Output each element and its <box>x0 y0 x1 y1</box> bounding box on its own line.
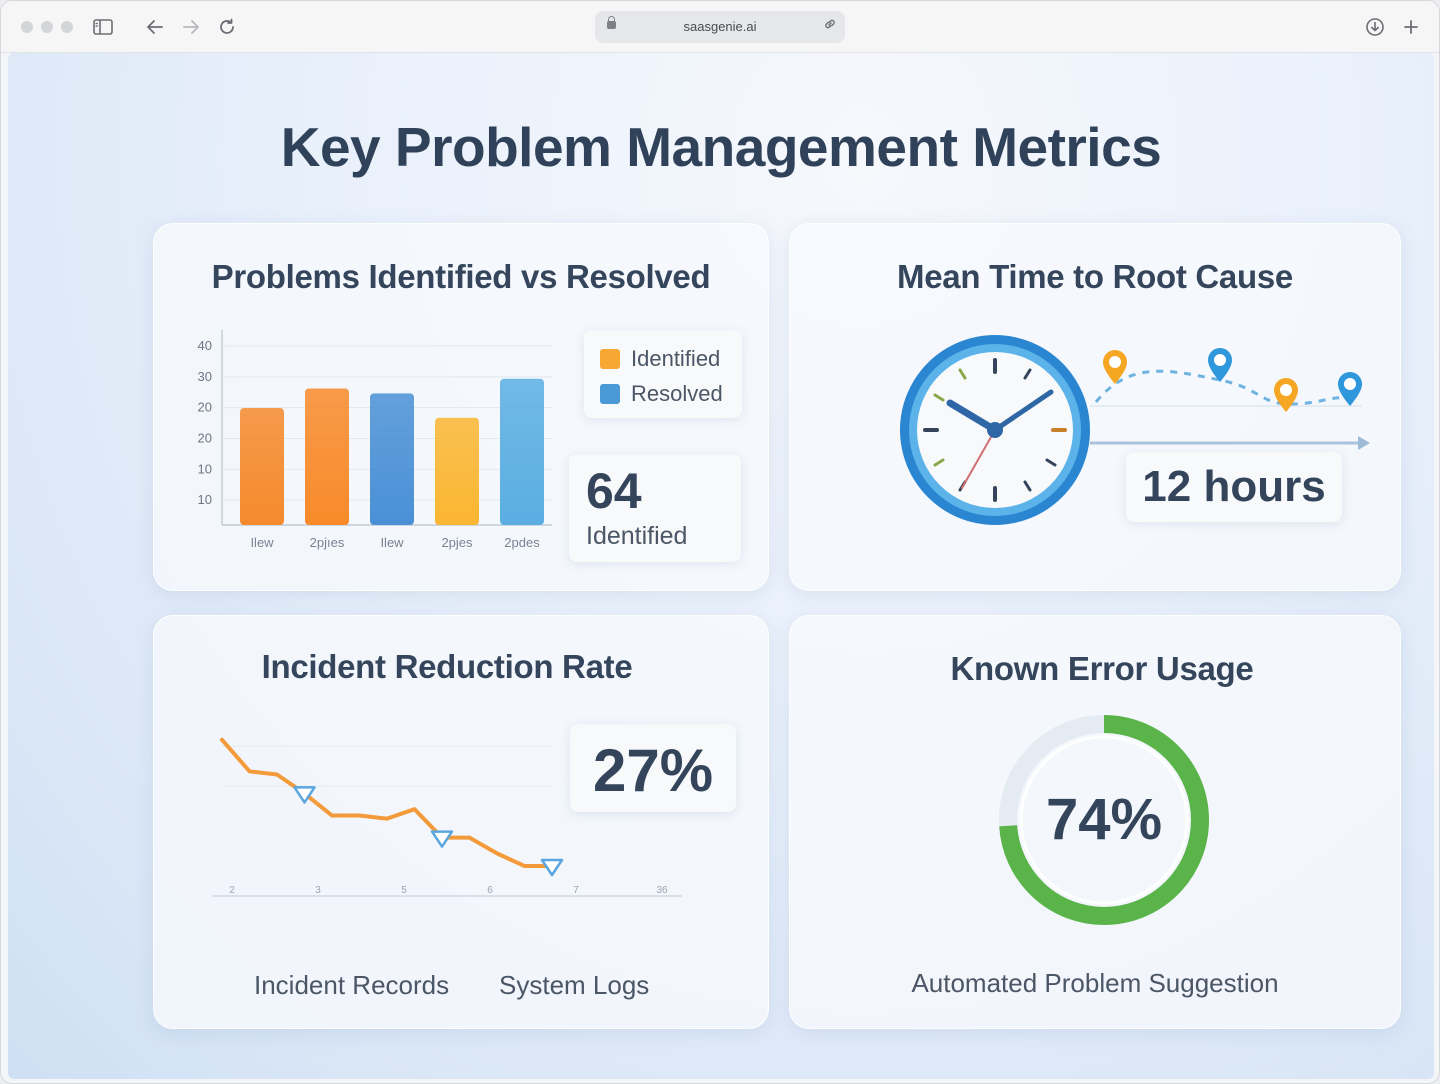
line-chart: 2 3 5 6 7 36 <box>212 737 682 897</box>
y-tick-label: 10 <box>198 461 212 476</box>
card-incident-reduction: Incident Reduction Rate 2 3 5 6 7 36 27% Inci… <box>153 615 769 1029</box>
donut-progress-arc <box>999 715 1209 925</box>
url-text[interactable]: saasgenie.ai <box>683 19 757 34</box>
legend-item-identified: Identified <box>600 346 720 372</box>
x-tick-label: 2 <box>229 885 235 896</box>
y-tick-label: 40 <box>198 338 212 353</box>
pin-icon <box>1274 378 1298 412</box>
card-title-known-error: Known Error Usage <box>950 650 1254 687</box>
x-tick-label: 3 <box>315 885 321 896</box>
window-close-dot[interactable] <box>21 21 33 33</box>
new-tab-icon[interactable] <box>1399 15 1423 39</box>
identified-stat-value: 64 <box>586 463 642 519</box>
card-known-error-usage: Known Error Usage 74% Automated Problem … <box>789 615 1401 1029</box>
x-tick-label: Ilew <box>250 535 274 550</box>
timeline-dashed-path <box>1094 369 1349 406</box>
identified-stat-box: 64 Identified <box>569 454 741 562</box>
card-mean-time-root-cause: Mean Time to Root Cause <box>789 223 1401 591</box>
reduction-value-box: 27% <box>570 724 736 812</box>
bar <box>240 408 284 525</box>
reduction-value: 27% <box>592 737 714 804</box>
x-tick-label: 5 <box>401 885 407 896</box>
page-title: Key Problem Management Metrics <box>280 116 1162 178</box>
x-tick-label: 36 <box>656 885 668 896</box>
triangle-marker <box>430 830 454 848</box>
bar-chart: 40 30 20 20 10 10 Ilew 2pjıes Ilew 2pjes 2pdes <box>198 330 552 550</box>
legend-item-resolved: Resolved <box>600 381 723 407</box>
browser-toolbar: saasgenie.ai <box>1 1 1439 53</box>
y-tick-label: 20 <box>198 431 212 446</box>
card-identified-vs-resolved: Problems Identified vs Resolved 40 30 20 20… <box>153 223 769 591</box>
mttrc-value: 12 hours <box>1142 462 1326 511</box>
triangle-marker <box>540 858 564 877</box>
known-error-donut <box>999 715 1209 925</box>
mttrc-value-box: 12 hours <box>1126 452 1342 522</box>
y-tick-label: 30 <box>198 369 212 384</box>
x-tick-label: 2pjıes <box>310 535 345 550</box>
legend-label-resolved: Resolved <box>631 381 723 406</box>
window-zoom-dot[interactable] <box>61 21 73 33</box>
triangle-marker <box>293 786 316 804</box>
known-error-caption: Automated Problem Suggestion <box>911 968 1279 998</box>
legend-swatch-resolved <box>600 384 620 404</box>
back-icon[interactable] <box>143 15 167 39</box>
card-title-incident-reduction: Incident Reduction Rate <box>261 648 633 685</box>
y-tick-label: 10 <box>198 492 212 507</box>
pin-icon <box>1208 348 1232 382</box>
window-minimize-dot[interactable] <box>41 21 53 33</box>
x-tick-label: 7 <box>573 885 579 896</box>
known-error-value: 74% <box>1045 787 1163 852</box>
legend-swatch-identified <box>600 349 620 369</box>
pin-icon <box>1338 372 1362 406</box>
card-title-identified-vs-resolved: Problems Identified vs Resolved <box>211 258 711 295</box>
x-tick-label: 2pjes <box>441 535 473 550</box>
bar <box>435 417 479 525</box>
bar <box>305 388 349 525</box>
clock-icon <box>900 335 1090 525</box>
x-tick-label: 6 <box>487 885 493 896</box>
download-icon[interactable] <box>1363 15 1387 39</box>
forward-icon[interactable] <box>179 15 203 39</box>
address-bar[interactable]: saasgenie.ai <box>595 11 845 43</box>
pin-icon <box>1103 350 1127 384</box>
page-viewport: Key Problem Management Metrics Problems … <box>8 53 1434 1079</box>
sidebar-icon[interactable] <box>91 15 115 39</box>
identified-stat-label: Identified <box>586 522 688 550</box>
y-tick-label: 20 <box>198 400 212 415</box>
x-tick-label: 2pdes <box>504 535 540 550</box>
card-title-mttrc: Mean Time to Root Cause <box>897 258 1293 295</box>
timeline-arrow-head <box>1358 436 1370 450</box>
link-icon[interactable] <box>823 17 837 35</box>
footer-system-logs: System Logs <box>499 970 650 1000</box>
legend-label-identified: Identified <box>631 346 721 371</box>
x-tick-label: Ilew <box>380 535 404 550</box>
bar <box>500 378 544 525</box>
bar <box>370 393 414 525</box>
footer-incident-records: Incident Records <box>254 970 450 1000</box>
timeline-graphic <box>900 335 1370 525</box>
chart-legend: Identified Resolved <box>584 330 742 418</box>
lock-icon <box>607 16 616 29</box>
reload-icon[interactable] <box>215 15 239 39</box>
line-series <box>220 737 554 868</box>
